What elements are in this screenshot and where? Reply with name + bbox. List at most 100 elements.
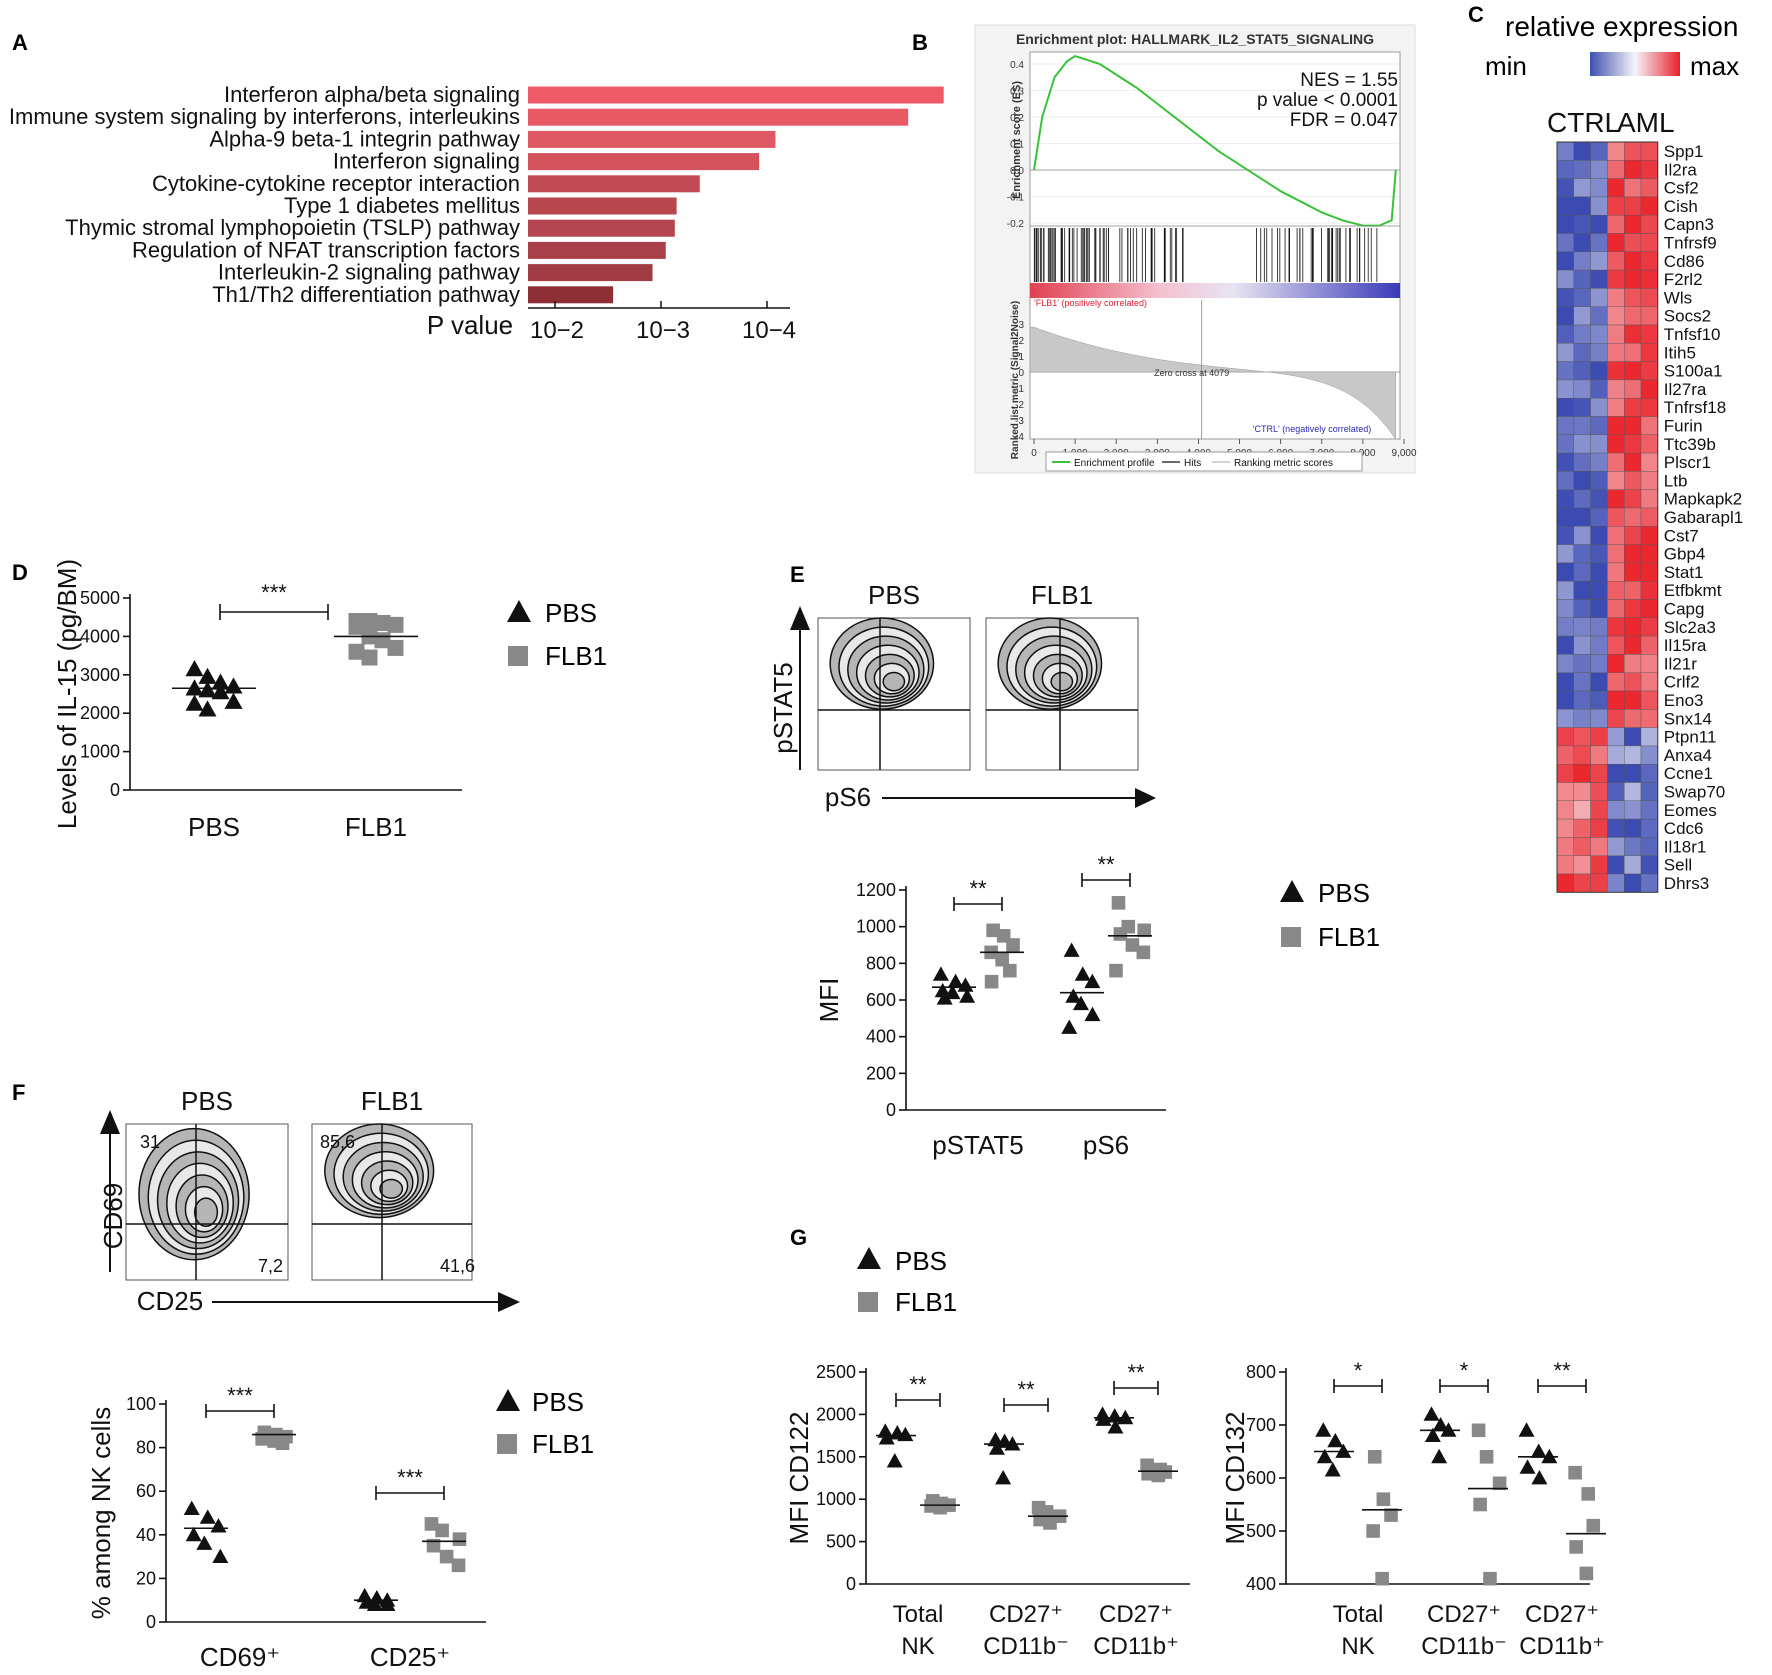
heatmap-cell	[1573, 288, 1591, 307]
gene-label: Crlf2	[1664, 673, 1700, 692]
heatmap-cell	[1607, 837, 1625, 856]
pbs-point	[1084, 1006, 1101, 1022]
y-tick-label: 5000	[80, 588, 120, 608]
gene-label: F2rl2	[1664, 270, 1703, 289]
category-label: Immune system signaling by interferons, …	[9, 104, 520, 129]
metric-tick-label: -1	[1015, 384, 1024, 395]
flb1-point	[275, 1436, 290, 1451]
rank-tick-label: 9,000	[1391, 448, 1416, 459]
y-tick-label: 200	[866, 1063, 896, 1083]
gene-label: Tnfsf10	[1664, 325, 1721, 344]
pbs-point	[366, 1596, 383, 1611]
flb1-point	[1471, 1423, 1486, 1438]
heatmap-cell	[1556, 818, 1574, 838]
heatmap-cell	[1607, 635, 1625, 655]
heatmap-cell	[1573, 251, 1591, 271]
heatmap-cell	[1556, 507, 1574, 527]
contour-level	[379, 1178, 404, 1199]
gene-label: Ttc39b	[1664, 435, 1716, 454]
heatmap-cell	[1623, 471, 1642, 490]
y-tick-label: 80	[136, 1438, 156, 1458]
pbs-point	[1084, 973, 1101, 989]
category-label: CD11b⁺	[1519, 1633, 1605, 1660]
flb1-point	[439, 1549, 454, 1564]
legend-flb1-square	[858, 1292, 878, 1312]
category-label: CD27⁺	[1427, 1601, 1501, 1628]
flb1-point	[435, 1523, 449, 1538]
y-axis-title: MFI CD132	[1220, 1412, 1250, 1545]
pbs-point	[198, 700, 217, 717]
heatmap-cell	[1623, 782, 1642, 801]
pbs-point	[897, 1426, 914, 1442]
heatmap-cell	[1556, 196, 1574, 216]
pbs-point	[183, 1500, 200, 1516]
pbs-point	[1423, 1406, 1440, 1421]
heatmap-cell	[1573, 782, 1591, 801]
heatmap-cell	[1623, 324, 1642, 344]
heatmap-cell	[1573, 507, 1591, 527]
heatmap-cell	[1623, 562, 1642, 582]
heatmap-cell	[1573, 800, 1591, 820]
gene-label: Stat1	[1664, 563, 1704, 582]
heatmap-cell	[1640, 818, 1658, 838]
bar	[528, 197, 677, 215]
flb1-point	[1483, 1571, 1497, 1586]
heatmap-cell	[1607, 709, 1625, 728]
y-tick-label: 1200	[856, 880, 896, 900]
category-label: pS6	[1083, 1130, 1129, 1160]
pbs-point	[886, 1453, 903, 1468]
heatmap-cell	[1590, 654, 1608, 673]
heatmap-cell	[1556, 141, 1574, 161]
flb1-point	[452, 1532, 467, 1546]
gene-label: Etfbkmt	[1664, 581, 1722, 600]
category-label: Th1/Th2 differentiation pathway	[212, 282, 520, 307]
pbs-point	[934, 982, 951, 998]
heatmap-cell	[1640, 233, 1658, 252]
flb1-point	[348, 643, 365, 660]
pbs-point	[936, 990, 953, 1005]
heatmap-cell	[1640, 306, 1658, 326]
significance-stars: **	[1127, 1360, 1145, 1385]
panel-letter-a: A	[12, 30, 28, 55]
heatmap-cell	[1590, 818, 1608, 838]
heatmap-cell	[1573, 837, 1591, 856]
metric-tick-label: -2	[1015, 400, 1024, 411]
x-axis-title: P value	[427, 310, 513, 340]
heatmap-color-key	[1590, 52, 1680, 76]
heatmap-cell	[1556, 343, 1574, 362]
gene-label: S100a1	[1664, 362, 1723, 381]
heatmap-cell	[1556, 617, 1574, 637]
heatmap-cell	[1623, 617, 1642, 637]
y-tick-label: 20	[136, 1568, 156, 1588]
flb1-point	[1151, 1468, 1166, 1483]
es-tick-label: -0.1	[1007, 193, 1025, 204]
pbs-point	[878, 1430, 895, 1445]
significance-stars: *	[1354, 1358, 1363, 1383]
gene-label: Socs2	[1664, 307, 1711, 326]
heatmap-cell	[1556, 233, 1574, 252]
y-tick-label: 1000	[816, 1489, 856, 1509]
metric-tick-label: -3	[1015, 416, 1024, 427]
y-axis-title: % among NK cells	[86, 1407, 116, 1619]
flb1-point	[1109, 963, 1123, 978]
heatmap-cell	[1640, 251, 1658, 271]
heatmap-cell	[1640, 452, 1658, 472]
heatmap-cell	[1623, 837, 1642, 856]
y-tick-label: 400	[866, 1027, 896, 1047]
heatmap-cell	[1640, 599, 1658, 618]
y-axis-title: MFI	[814, 978, 844, 1023]
category-label: Type 1 diabetes mellitus	[284, 193, 520, 218]
heatmap-cell	[1556, 269, 1574, 289]
heatmap-cell	[1640, 635, 1658, 655]
heatmap-cell	[1623, 196, 1642, 216]
flb1-point	[1136, 945, 1151, 960]
pbs-point	[995, 1470, 1012, 1485]
flb1-point	[1111, 896, 1126, 910]
heatmap-cell	[1573, 471, 1591, 490]
heatmap-cell	[1556, 782, 1574, 801]
negative-correlation-label: 'CTRL' (negatively correlated)	[1253, 424, 1371, 434]
heatmap-cell	[1623, 343, 1642, 362]
heatmap-cell	[1556, 855, 1574, 875]
